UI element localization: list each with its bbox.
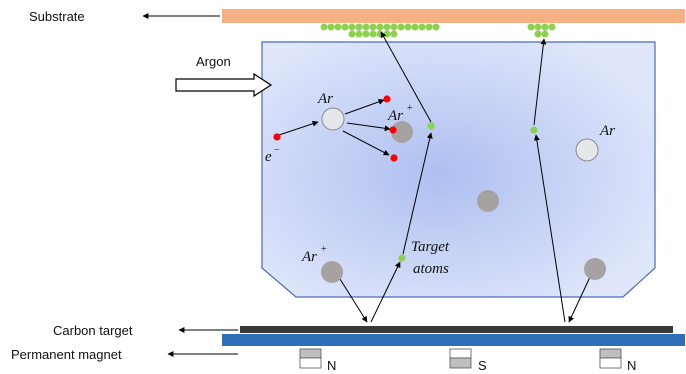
target-atom-mid xyxy=(427,122,435,130)
atom-path-to-substrate-left xyxy=(380,31,432,123)
electron-to-argon-arrow xyxy=(278,120,319,136)
plasma-chamber xyxy=(261,41,656,298)
atom-path-to-substrate-right xyxy=(533,38,547,126)
carbon-target xyxy=(240,326,673,333)
argon-neutral-atom xyxy=(321,107,345,131)
target-atom-low xyxy=(398,254,406,262)
target-atom-right xyxy=(530,126,538,134)
magnet-center: S xyxy=(449,348,487,373)
magnet-right-pole: N xyxy=(627,358,636,373)
svg-text:+: + xyxy=(407,103,413,114)
ion-path-left xyxy=(339,278,368,323)
argon-neutral-atom-right xyxy=(575,138,599,162)
svg-text:+: + xyxy=(321,244,327,255)
magnet-left: N xyxy=(299,348,336,373)
magnet-left-pole: N xyxy=(327,358,336,373)
target-atoms-label-line2: atoms xyxy=(413,261,449,277)
svg-text:Ar: Ar xyxy=(387,108,403,124)
argon-ion-top xyxy=(391,121,413,143)
magnet-backing-plate xyxy=(222,334,685,346)
electron-incoming xyxy=(273,133,281,141)
target-atoms-label-line1: Target xyxy=(411,239,450,255)
magnet-center-pole: S xyxy=(478,358,487,373)
argon-neutral-label: Ar xyxy=(317,91,333,107)
argon-ionization-arrow-2 xyxy=(346,122,391,132)
atom-path-to-mid xyxy=(402,132,433,255)
svg-text:e: e xyxy=(265,149,272,165)
permanent-magnet-label: Permanent magnet xyxy=(11,347,122,362)
ion-path-right xyxy=(568,276,591,323)
sputter-path-right xyxy=(533,134,566,323)
magnet-right: N xyxy=(599,348,636,373)
carbon-target-label: Carbon target xyxy=(53,323,133,338)
electron-scattered-3 xyxy=(390,154,398,162)
substrate-label: Substrate xyxy=(29,9,85,24)
argon-ion-label-top: Ar + xyxy=(387,103,413,124)
argon-ion-center xyxy=(477,190,499,212)
sputter-path-left xyxy=(370,261,401,323)
electron-label: e − xyxy=(265,145,280,165)
argon-ion-label-bottom: Ar + xyxy=(301,244,327,265)
argon-ionization-arrow-3 xyxy=(342,130,390,156)
argon-ion-bottom-right xyxy=(584,258,606,280)
argon-neutral-label-right: Ar xyxy=(599,123,615,139)
svg-text:Ar: Ar xyxy=(301,249,317,265)
argon-inlet-arrow xyxy=(175,72,273,98)
argon-inlet-label: Argon xyxy=(196,54,231,69)
deposited-film xyxy=(320,23,556,38)
electron-scattered-1 xyxy=(383,95,391,103)
electron-scattered-2 xyxy=(389,126,397,134)
argon-ion-bottom-left xyxy=(321,261,343,283)
svg-text:−: − xyxy=(274,145,280,156)
argon-ionization-arrow-1 xyxy=(344,99,385,115)
substrate-plate xyxy=(222,9,685,23)
